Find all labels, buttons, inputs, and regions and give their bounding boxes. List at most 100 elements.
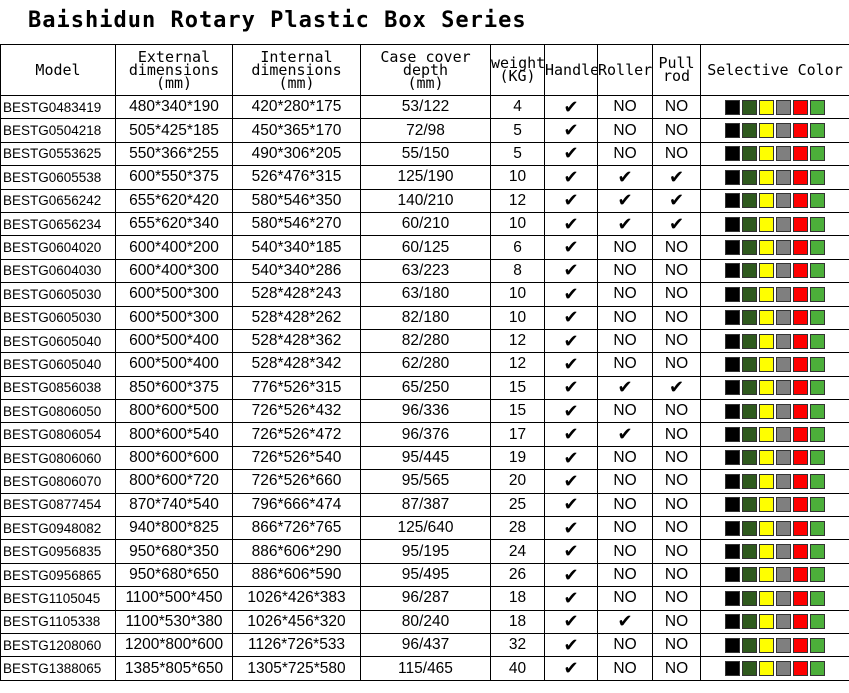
cell: NO (652, 469, 701, 494)
color-swatch (742, 427, 757, 443)
table-row: BESTG0956835 950*680*350 886*606*290 95/195… (0, 539, 849, 564)
cell: ✔ (652, 188, 701, 213)
color-swatch (776, 99, 791, 115)
color-swatch (810, 450, 825, 466)
color-swatch (810, 380, 825, 396)
cell: 53/122 (360, 94, 491, 120)
header-cell: Handle (544, 44, 598, 96)
cell: BESTG0656242 (0, 188, 116, 213)
cell: NO (652, 609, 701, 634)
color-swatch (725, 122, 740, 138)
color-cell (700, 328, 849, 354)
table-row: BESTG1208060 1200*800*600 1126*726*533 96/4… (0, 632, 849, 658)
table-row: BESTG0956865 950*680*650 886*606*590 95/495… (0, 562, 849, 588)
cell: 12 (490, 328, 545, 354)
cell: NO (597, 118, 653, 143)
color-swatch (759, 99, 774, 115)
color-swatch (725, 520, 740, 536)
cell: NO (652, 399, 701, 424)
cell: 5 (490, 118, 545, 143)
header-cell: External dimensions (mm) (115, 44, 233, 96)
color-swatch (742, 310, 757, 326)
header-text: Pull (658, 54, 695, 72)
cell: BESTG0806060 (0, 445, 116, 471)
cell: ✔ (544, 516, 598, 541)
cell: 580*546*350 (232, 188, 361, 213)
cell: NO (652, 352, 701, 377)
cell: 528*428*262 (232, 305, 361, 330)
color-swatch (742, 450, 757, 466)
cell: 62/280 (360, 352, 491, 377)
cell: NO (597, 492, 653, 518)
color-swatch (810, 473, 825, 489)
color-swatch (776, 286, 791, 302)
color-swatch (725, 310, 740, 326)
color-swatch (776, 520, 791, 536)
header-text: weight (491, 54, 545, 72)
cell: 17 (490, 422, 545, 447)
color-cell (700, 422, 849, 447)
color-cell (700, 282, 849, 307)
table-row: BESTG0948082 940*800*825 866*726*765 125/64… (0, 516, 849, 541)
table-row: BESTG0605538 600*550*375 526*476*315 125/19… (0, 165, 849, 190)
color-swatch (759, 520, 774, 536)
color-swatch (810, 403, 825, 419)
cell: BESTG0483419 (0, 94, 116, 120)
color-swatch (742, 122, 757, 138)
color-swatch (725, 637, 740, 653)
cell: 4 (490, 94, 545, 120)
cell: 60/210 (360, 211, 491, 237)
header-text: dimensions (251, 60, 342, 79)
color-swatch (759, 403, 774, 419)
color-swatch (759, 333, 774, 349)
cell: 10 (490, 211, 545, 237)
header-cell: Internal dimensions (mm) (232, 44, 361, 96)
color-swatch (776, 567, 791, 583)
color-swatch (776, 216, 791, 232)
cell: 796*666*474 (232, 492, 361, 518)
color-swatch (759, 450, 774, 466)
color-cell (700, 211, 849, 237)
cell: 850*600*375 (115, 375, 233, 401)
cell: 15 (490, 399, 545, 424)
header-text: depth (402, 60, 449, 79)
cell: NO (652, 632, 701, 658)
cell: ✔ (544, 586, 598, 611)
color-swatch (810, 99, 825, 115)
cell: NO (597, 282, 653, 307)
color-cell (700, 188, 849, 213)
cell: NO (597, 141, 653, 167)
header-text: (mm) (278, 73, 315, 92)
cell: 65/250 (360, 375, 491, 401)
cell: 886*606*290 (232, 539, 361, 564)
cell: 540*340*185 (232, 235, 361, 260)
cell: ✔ (544, 445, 598, 471)
cell: 95/495 (360, 562, 491, 588)
color-swatch (725, 473, 740, 489)
cell: 655*620*420 (115, 188, 233, 213)
cell: 63/180 (360, 282, 491, 307)
table-row: BESTG0806054 800*600*540 726*526*472 96/376… (0, 422, 849, 447)
cell: NO (652, 118, 701, 143)
color-swatch (776, 450, 791, 466)
cell: 10 (490, 165, 545, 190)
color-cell (700, 562, 849, 588)
color-swatch (742, 169, 757, 185)
color-swatch (742, 263, 757, 279)
color-swatch (759, 380, 774, 396)
color-swatch (759, 216, 774, 232)
header-text: dimensions (128, 60, 220, 79)
color-swatch (793, 590, 808, 606)
color-swatch (725, 193, 740, 209)
cell: 6 (490, 235, 545, 260)
table-body: BESTG0483419 480*340*190 420*280*175 53/122… (0, 94, 849, 681)
color-swatch (725, 239, 740, 255)
color-swatch (793, 403, 808, 419)
cell: ✔ (652, 211, 701, 237)
color-swatch (810, 122, 825, 138)
cell: BESTG0877454 (0, 492, 116, 518)
color-swatch (725, 286, 740, 302)
cell: NO (652, 328, 701, 354)
table-row: BESTG0806060 800*600*600 726*526*540 95/445… (0, 445, 849, 471)
